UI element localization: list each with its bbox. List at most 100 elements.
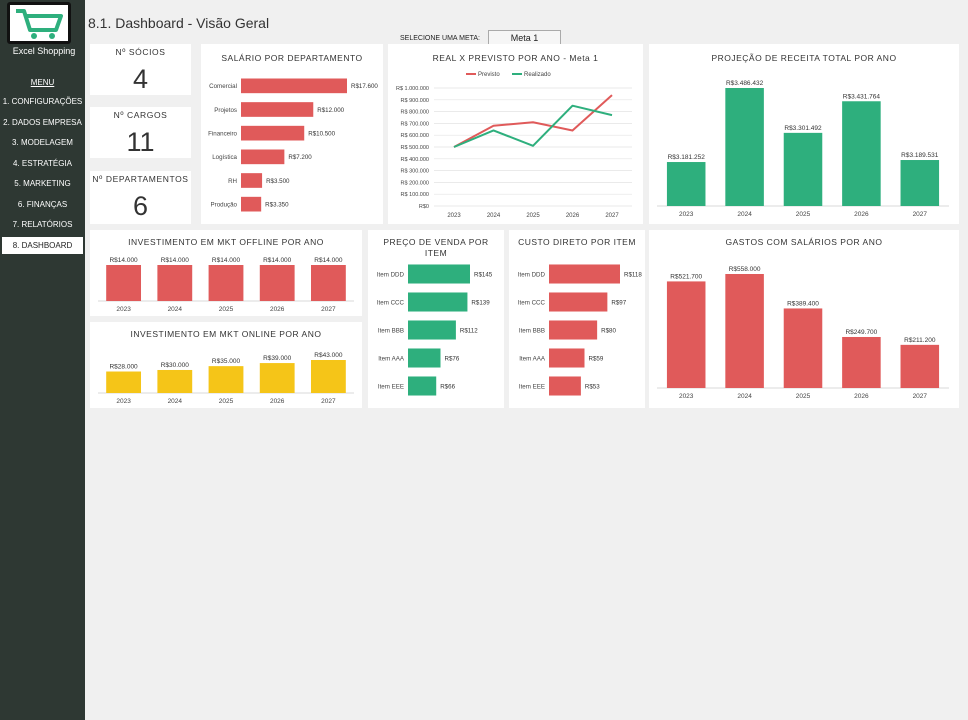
y-tick-label: Item AAA <box>378 355 405 362</box>
menu-item-6[interactable]: 6. FINANÇAS <box>17 199 68 209</box>
data-label: R$17.600 <box>351 83 378 90</box>
y-tick-label: R$ 400.000 <box>401 157 429 163</box>
bar <box>549 264 620 284</box>
chart-title: INVESTIMENTO EM MKT OFFLINE POR ANO <box>128 237 324 247</box>
y-tick-label: Item BBB <box>378 327 404 334</box>
x-tick-label: 2027 <box>913 393 928 400</box>
bar <box>106 265 142 301</box>
data-label: R$3.181.252 <box>668 154 706 161</box>
bar <box>666 281 706 388</box>
y-tick-label: Item BBB <box>519 327 545 334</box>
data-label: R$76 <box>444 355 459 362</box>
data-label: R$112 <box>460 327 478 334</box>
x-tick-label: 2027 <box>605 213 619 219</box>
y-tick-label: R$ 1.000.000 <box>396 86 429 92</box>
y-tick-label: Item DDD <box>377 271 405 278</box>
data-label: R$14.000 <box>109 257 138 264</box>
menu-item-1[interactable]: 1. CONFIGURAÇÕES <box>2 97 83 106</box>
chart-mkt-offline: INVESTIMENTO EM MKT OFFLINE POR ANO R$14… <box>90 230 362 316</box>
x-tick-label: 2023 <box>679 393 694 400</box>
data-label: R$118 <box>624 271 642 278</box>
kpi-departamentos: Nº DEPARTAMENTOS 6 <box>90 171 191 224</box>
y-tick-label: R$ 700.000 <box>401 121 429 127</box>
y-tick-label: Projetos <box>214 107 237 114</box>
y-tick-label: Produção <box>211 201 238 208</box>
menu-item-8[interactable]: 8. DASHBOARD <box>2 236 83 254</box>
data-label: R$14.000 <box>212 257 241 264</box>
y-tick-label: Item DDD <box>518 271 546 278</box>
series-line <box>453 104 613 148</box>
data-label: R$3.431.764 <box>843 93 881 100</box>
y-tick-label: Item CCC <box>377 299 405 306</box>
chart-custo-direto: CUSTO DIRETO POR ITEM Item DDD R$118 Item … <box>509 230 645 408</box>
sidebar: Excel Shopping MENU 1. CONFIGURAÇÕES 2. D… <box>0 0 85 720</box>
kpi-cargos-label: Nº CARGOS <box>113 110 168 120</box>
data-label: R$66 <box>440 383 455 390</box>
menu-item-5[interactable]: 5. MARKETING <box>14 179 71 188</box>
bar <box>549 376 581 396</box>
y-tick-label: R$ 800.000 <box>401 110 429 116</box>
bar <box>725 88 764 206</box>
bar <box>408 348 441 368</box>
data-label: R$7.200 <box>288 154 312 161</box>
bar <box>241 173 263 188</box>
x-tick-label: 2025 <box>219 306 234 313</box>
bar <box>666 162 706 206</box>
menu-item-3[interactable]: 3. MODELAGEM <box>12 138 73 147</box>
data-label: R$3.301.492 <box>784 125 822 132</box>
chart-title: GASTOS COM SALÁRIOS POR ANO <box>725 237 883 247</box>
menu-item-7[interactable]: 7. RELATÓRIOS <box>12 220 73 229</box>
chart-preco-venda: PREÇO DE VENDA POR ITEM Item DDD R$145 Ite… <box>368 230 504 408</box>
legend-entry: Previsto <box>478 72 500 78</box>
bar <box>241 78 347 94</box>
data-label: R$3.500 <box>266 178 290 185</box>
menu-item-4[interactable]: 4. ESTRATÉGIA <box>13 158 72 168</box>
chart-svg: R$ 1.000.000 R$ 900.000 R$ 800.000 R$ 700.0… <box>396 72 632 219</box>
kpi-cargos: Nº CARGOS 11 <box>90 107 191 158</box>
legend-entry: Realizado <box>524 72 551 78</box>
data-label: R$43.000 <box>314 352 343 359</box>
y-tick-label: R$0 <box>419 204 429 210</box>
bar <box>842 336 881 388</box>
x-tick-label: 2024 <box>737 211 752 218</box>
bar <box>208 366 244 393</box>
data-label: R$35.000 <box>212 358 241 365</box>
shopping-cart-icon <box>16 9 63 39</box>
data-label: R$59 <box>589 355 604 362</box>
x-tick-label: 2026 <box>270 306 285 313</box>
data-label: R$53 <box>585 383 600 390</box>
data-label: R$14.000 <box>314 257 343 264</box>
x-tick-label: 2025 <box>219 398 234 405</box>
menu-item-2[interactable]: 2. DADOS EMPRESA <box>3 117 82 127</box>
x-tick-label: 2025 <box>796 393 811 400</box>
chart-title: INVESTIMENTO EM MKT ONLINE POR ANO <box>130 329 322 339</box>
bar <box>241 196 262 212</box>
data-label: R$3.189.531 <box>901 152 939 159</box>
kpi-socios-label: Nº SÓCIOS <box>115 47 166 57</box>
data-label: R$558.000 <box>729 266 761 273</box>
chart-title: REAL X PREVISTO POR ANO - Meta 1 <box>432 53 599 63</box>
meta-select-label: SELECIONE UMA META: <box>400 35 480 42</box>
data-label: R$12.000 <box>317 107 344 114</box>
bar <box>310 360 346 393</box>
x-tick-label: 2023 <box>679 211 694 218</box>
chart-svg: R$28.000 2023 R$30.000 2024 R$35.000 2025 R$39… <box>98 352 354 405</box>
bar <box>725 274 764 388</box>
page-title: 8.1. Dashboard - Visão Geral <box>88 15 270 31</box>
logo: Excel Shopping <box>4 2 80 58</box>
chart-title: SALÁRIO POR DEPARTAMENTO <box>221 53 363 63</box>
bar <box>106 371 142 393</box>
x-tick-label: 2023 <box>447 213 461 219</box>
y-tick-label: R$ 200.000 <box>401 180 429 186</box>
chart-gastos-salarios: GASTOS COM SALÁRIOS POR ANO R$521.700 202… <box>649 230 959 408</box>
bar <box>842 101 881 206</box>
y-tick-label: Item AAA <box>519 355 546 362</box>
y-tick-label: R$ 300.000 <box>401 169 429 175</box>
x-tick-label: 2027 <box>321 306 336 313</box>
bar <box>259 363 295 393</box>
x-tick-label: 2026 <box>566 213 580 219</box>
data-label: R$80 <box>601 327 616 334</box>
data-label: R$30.000 <box>161 362 190 369</box>
x-tick-label: 2025 <box>796 211 811 218</box>
y-tick-label: R$ 600.000 <box>401 133 429 139</box>
